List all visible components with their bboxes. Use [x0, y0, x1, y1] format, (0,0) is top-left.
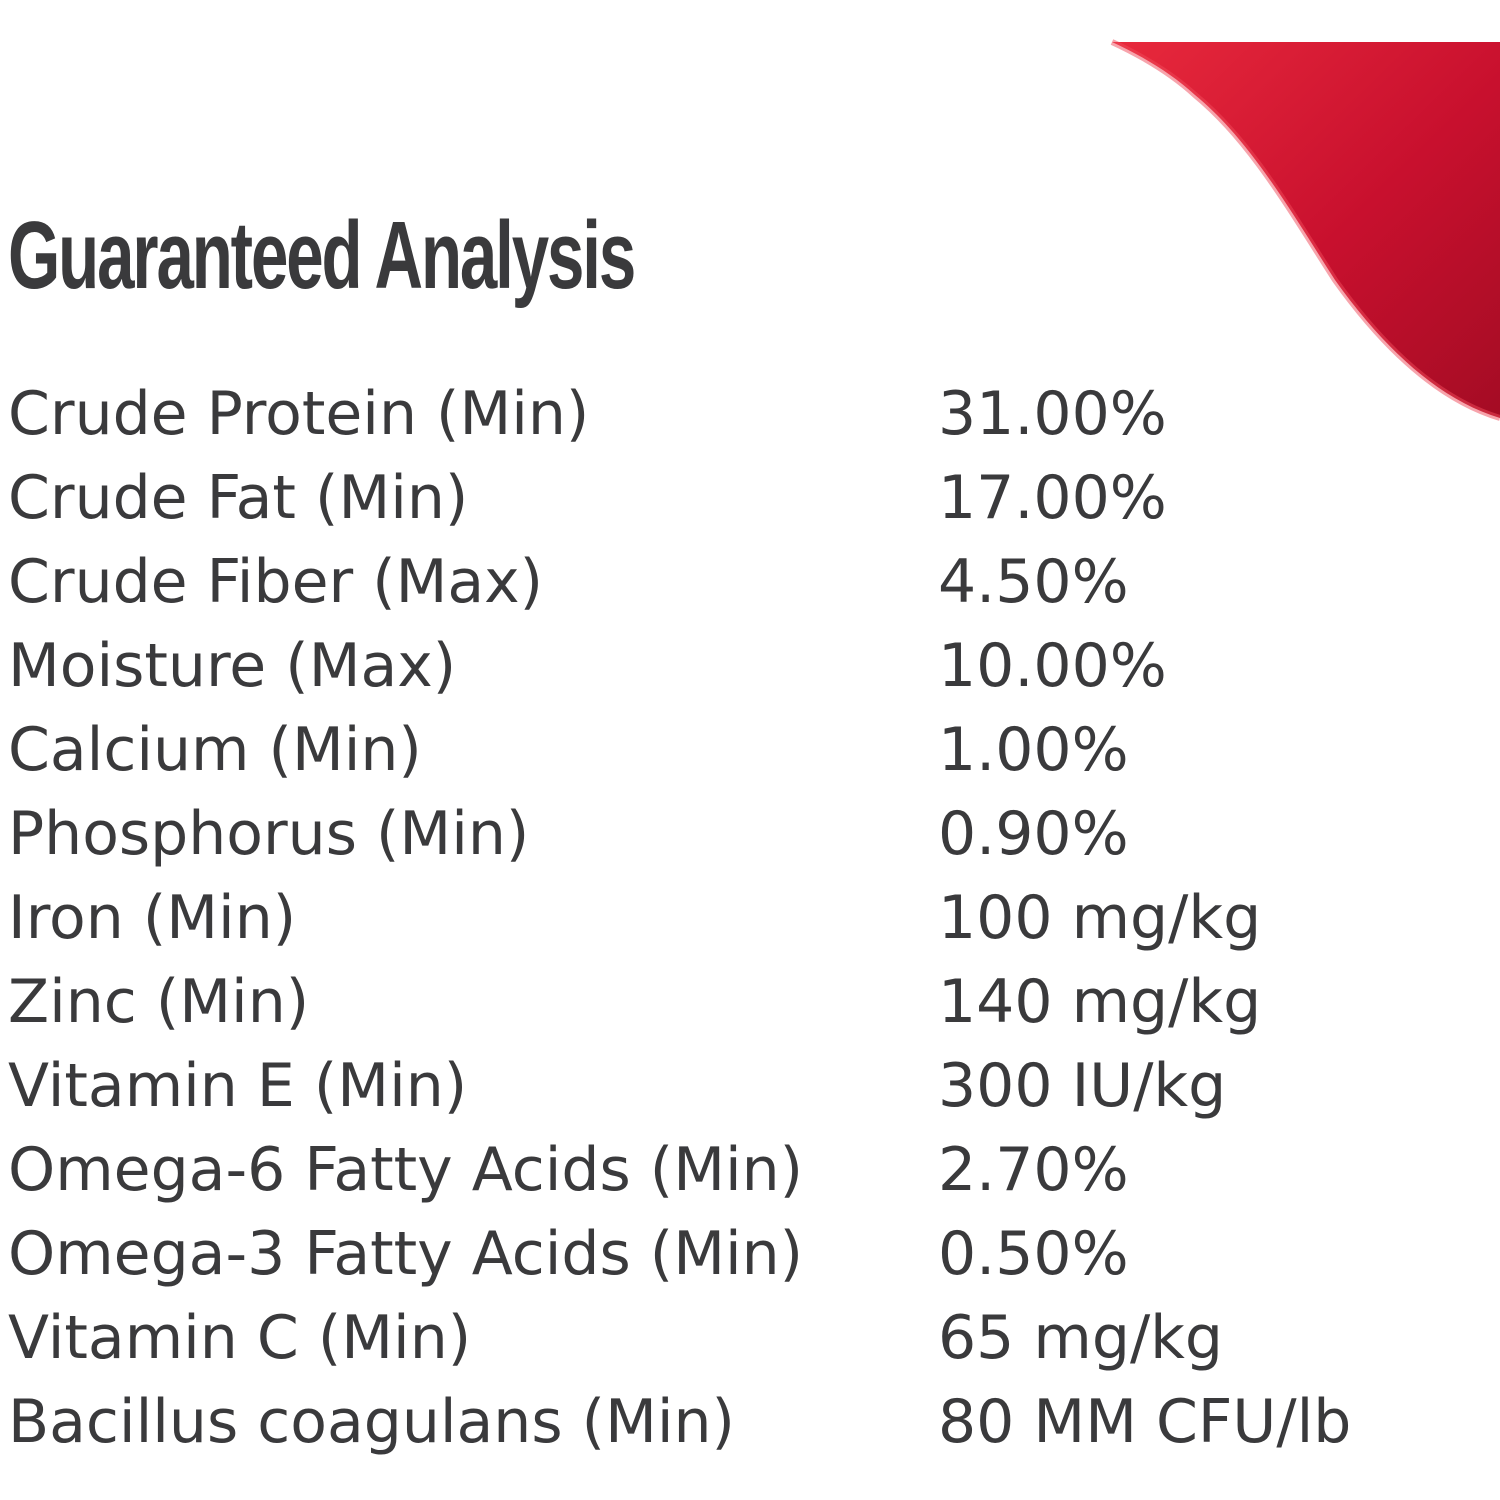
nutrient-label: Bacillus coagulans (Min) — [8, 1387, 735, 1457]
nutrient-label: Moisture (Max) — [8, 631, 457, 701]
nutrient-amount: 65 mg/kg — [938, 1303, 1223, 1373]
nutrient-amount: 140 mg/kg — [938, 967, 1262, 1037]
nutrient-amount: 1.00% — [938, 715, 1129, 785]
nutrient-label: Vitamin C (Min) — [8, 1303, 472, 1373]
nutrient-label: Vitamin E (Min) — [8, 1051, 468, 1121]
nutrient-amount: 4.50% — [938, 547, 1129, 617]
nutrient-amount: 0.50% — [938, 1219, 1129, 1289]
nutrient-label: Crude Fiber (Max) — [8, 547, 544, 617]
nutrient-amount: 17.00% — [938, 463, 1167, 533]
nutrient-label: Zinc (Min) — [8, 967, 310, 1037]
nutrient-label: Crude Protein (Min) — [8, 379, 590, 449]
nutrient-amount: 80 MM CFU/lb — [938, 1387, 1352, 1457]
nutrient-label: Omega-3 Fatty Acids (Min) — [8, 1219, 804, 1289]
nutrient-amount: 100 mg/kg — [938, 883, 1262, 953]
nutrient-label: Crude Fat (Min) — [8, 463, 469, 533]
nutrient-label: Iron (Min) — [8, 883, 297, 953]
nutrient-amount: 31.00% — [938, 379, 1167, 449]
nutrient-amount: 0.90% — [938, 799, 1129, 869]
page-title: Guaranteed Analysis — [8, 202, 636, 309]
nutrient-amount: 10.00% — [938, 631, 1167, 701]
nutrient-label: Phosphorus (Min) — [8, 799, 530, 869]
nutrient-label: Calcium (Min) — [8, 715, 422, 785]
nutrient-amount: 2.70% — [938, 1135, 1129, 1205]
nutrient-label: Omega-6 Fatty Acids (Min) — [8, 1135, 804, 1205]
nutrient-amount: 300 IU/kg — [938, 1051, 1227, 1121]
